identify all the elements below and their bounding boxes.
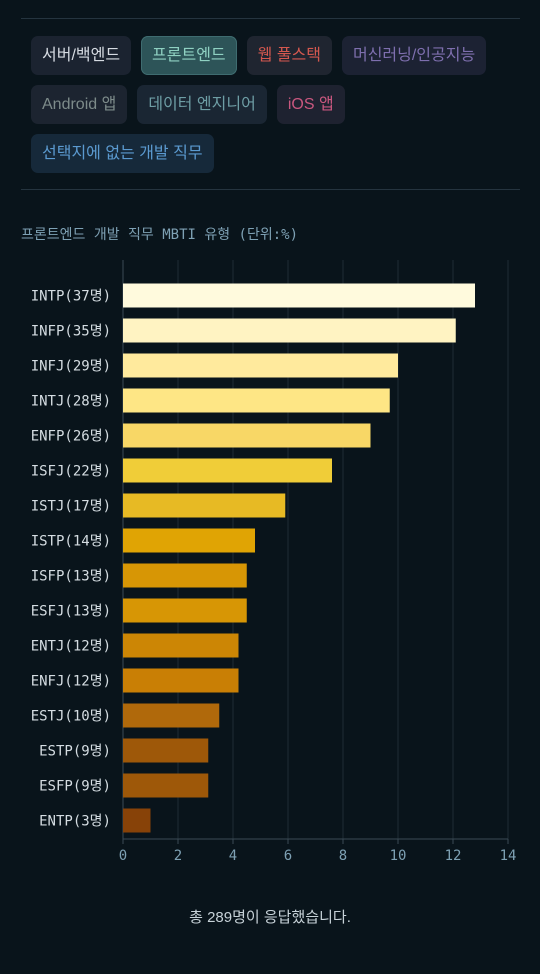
filter-chip-android[interactable]: Android 앱 (31, 85, 128, 124)
filter-row-3: 선택지에 없는 개발 직무 (31, 134, 511, 173)
x-tick-label: 6 (284, 848, 292, 864)
y-tick-label: ENTJ(12명) (31, 639, 111, 655)
chart-title: 프론트엔드 개발 직무 MBTI 유형 (단위:%) (21, 227, 299, 243)
filter-chip-web-fullstack[interactable]: 웹 풀스택 (246, 36, 332, 75)
y-tick-label: ESTJ(10명) (31, 709, 111, 725)
job-filter-group: 서버/백엔드 프론트엔드 웹 풀스택 머신러닝/인공지능 Android 앱 데… (31, 36, 511, 183)
y-tick-label: INTJ(28명) (31, 394, 111, 410)
y-tick-label: INTP(37명) (31, 289, 111, 305)
x-tick-label: 4 (229, 848, 237, 864)
filter-chip-backend[interactable]: 서버/백엔드 (31, 36, 132, 75)
x-tick-label: 8 (339, 848, 347, 864)
bar (123, 388, 390, 413)
x-tick-label: 14 (500, 848, 517, 864)
y-tick-label: INFP(35명) (31, 324, 111, 340)
y-tick-label: ENTP(3명) (39, 814, 111, 830)
y-tick-label: ISFJ(22명) (31, 464, 111, 480)
y-tick-label: ISTJ(17명) (31, 499, 111, 515)
filter-chip-data-engineer[interactable]: 데이터 엔지니어 (137, 85, 267, 124)
mbti-bar-chart: INTP(37명) INFP(35명) INFJ(29명) INTJ(28명) ENFP… (31, 260, 517, 864)
bar (123, 773, 209, 798)
y-tick-label: ENFJ(12명) (31, 674, 111, 690)
x-tick-label: 2 (174, 848, 182, 864)
bottom-divider (21, 189, 520, 190)
y-tick-label: ESTP(9명) (39, 744, 111, 760)
y-tick-label: ESFJ(13명) (31, 604, 111, 620)
y-tick-label: ENFP(26명) (31, 429, 111, 445)
bar (123, 353, 398, 378)
bar (123, 668, 239, 693)
bar (123, 633, 239, 658)
y-tick-label: ISTP(14명) (31, 534, 111, 550)
x-tick-label: 12 (445, 848, 462, 864)
bar (123, 598, 247, 623)
filter-chip-ios[interactable]: iOS 앱 (276, 85, 345, 124)
x-tick-label: 10 (390, 848, 407, 864)
bar (123, 318, 456, 343)
top-divider (21, 18, 520, 19)
y-tick-label: INFJ(29명) (31, 359, 111, 375)
bar (123, 423, 371, 448)
bar (123, 703, 220, 728)
filter-row-2: Android 앱 데이터 엔지니어 iOS 앱 (31, 85, 511, 124)
filter-row-1: 서버/백엔드 프론트엔드 웹 풀스택 머신러닝/인공지능 (31, 36, 511, 75)
bar (123, 808, 151, 833)
bar (123, 528, 255, 553)
bar (123, 738, 209, 763)
filter-chip-ml-ai[interactable]: 머신러닝/인공지능 (341, 36, 487, 75)
response-count-text: 총 289명이 응답했습니다. (189, 909, 351, 926)
bar (123, 493, 286, 518)
bar (123, 458, 332, 483)
y-tick-label: ISFP(13명) (31, 569, 111, 585)
bar (123, 283, 475, 308)
x-tick-label: 0 (119, 848, 127, 864)
y-tick-label: ESFP(9명) (39, 779, 111, 795)
filter-chip-frontend[interactable]: 프론트엔드 (141, 36, 237, 75)
bar (123, 563, 247, 588)
filter-chip-other-dev[interactable]: 선택지에 없는 개발 직무 (31, 134, 214, 173)
